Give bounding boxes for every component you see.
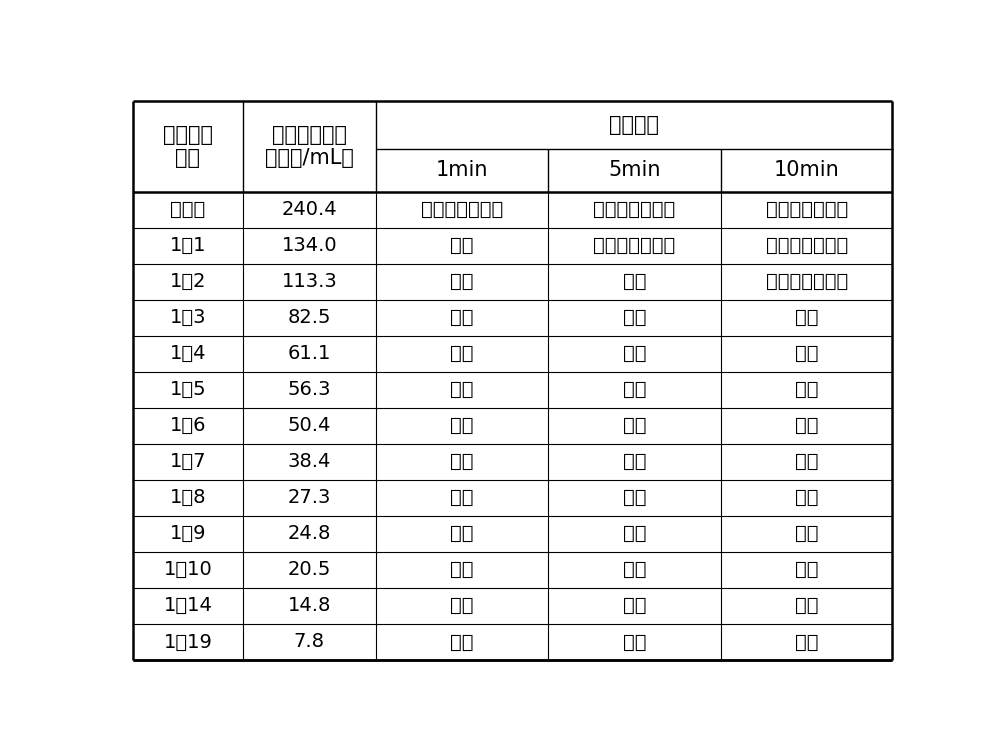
Text: 1：5: 1：5 [170,380,206,399]
Text: 14.8: 14.8 [288,596,331,616]
Text: 61.1: 61.1 [288,344,331,364]
Text: 橙色: 橙色 [623,488,646,507]
Text: 1：9: 1：9 [170,524,206,543]
Text: 褐色: 褐色 [795,344,819,364]
Text: 淡黄: 淡黄 [450,453,474,471]
Text: 50.4: 50.4 [288,417,331,435]
Text: 27.3: 27.3 [288,488,331,507]
Text: 淡黄: 淡黄 [450,560,474,580]
Text: 褐色: 褐色 [795,453,819,471]
Text: 淡黄: 淡黄 [623,633,646,652]
Text: 1：3: 1：3 [170,308,206,328]
Text: 240.4: 240.4 [282,200,337,219]
Text: 橙色: 橙色 [623,453,646,471]
Text: 橙色: 橙色 [795,524,819,543]
Text: 褐色: 褐色 [795,308,819,328]
Text: 1：19: 1：19 [163,633,212,652]
Text: （深褐色）紫红: （深褐色）紫红 [766,236,848,255]
Text: 1：1: 1：1 [170,236,206,255]
Text: 褐色: 褐色 [450,236,474,255]
Text: 淡黄: 淡黄 [795,633,819,652]
Text: 82.5: 82.5 [288,308,331,328]
Text: 褐色: 褐色 [450,272,474,291]
Text: 38.4: 38.4 [288,453,331,471]
Text: 橙色: 橙色 [623,560,646,580]
Text: 24.8: 24.8 [288,524,331,543]
Text: （深褐色）紫红: （深褐色）紫红 [593,200,676,219]
Text: 1min: 1min [436,160,488,180]
Text: 观察时间: 观察时间 [609,115,659,135]
Text: 褐色: 褐色 [795,417,819,435]
Text: 褐色: 褐色 [623,344,646,364]
Text: 1：4: 1：4 [170,344,206,364]
Text: 褐色: 褐色 [623,417,646,435]
Text: 113.3: 113.3 [281,272,337,291]
Text: 橙色: 橙色 [450,344,474,364]
Text: 淡黄: 淡黄 [450,596,474,616]
Text: 56.3: 56.3 [288,380,331,399]
Text: 1：2: 1：2 [170,272,206,291]
Text: （深褐色）紫红: （深褐色）紫红 [593,236,676,255]
Text: 橙色: 橙色 [795,488,819,507]
Text: 样品稀释
比例: 样品稀释 比例 [163,125,213,168]
Text: 未稀释: 未稀释 [170,200,205,219]
Text: 橙色: 橙色 [450,380,474,399]
Text: 1：8: 1：8 [170,488,206,507]
Text: 5min: 5min [608,160,661,180]
Text: 橙色: 橙色 [450,417,474,435]
Text: （深褐色）紫红: （深褐色）紫红 [766,272,848,291]
Text: 橙色: 橙色 [450,308,474,328]
Text: 橙色: 橙色 [623,596,646,616]
Text: 褐色: 褐色 [623,380,646,399]
Text: 7.8: 7.8 [294,633,325,652]
Text: 橙色: 橙色 [623,524,646,543]
Text: 1：10: 1：10 [163,560,212,580]
Text: 1：14: 1：14 [163,596,212,616]
Text: 褐色: 褐色 [795,380,819,399]
Text: 淡黄: 淡黄 [450,633,474,652]
Text: 褐色: 褐色 [623,272,646,291]
Text: （深褐色）紫红: （深褐色）紫红 [421,200,503,219]
Text: 褐色: 褐色 [623,308,646,328]
Text: 1：7: 1：7 [170,453,206,471]
Text: 10min: 10min [774,160,840,180]
Text: 橙色: 橙色 [795,560,819,580]
Text: 1：6: 1：6 [170,417,206,435]
Text: （深褐色）紫红: （深褐色）紫红 [766,200,848,219]
Text: 20.5: 20.5 [288,560,331,580]
Text: 淡黄: 淡黄 [450,488,474,507]
Text: 橙色: 橙色 [795,596,819,616]
Text: 134.0: 134.0 [282,236,337,255]
Text: 显微镜检测结
果（万/mL）: 显微镜检测结 果（万/mL） [265,125,354,168]
Text: 淡黄: 淡黄 [450,524,474,543]
